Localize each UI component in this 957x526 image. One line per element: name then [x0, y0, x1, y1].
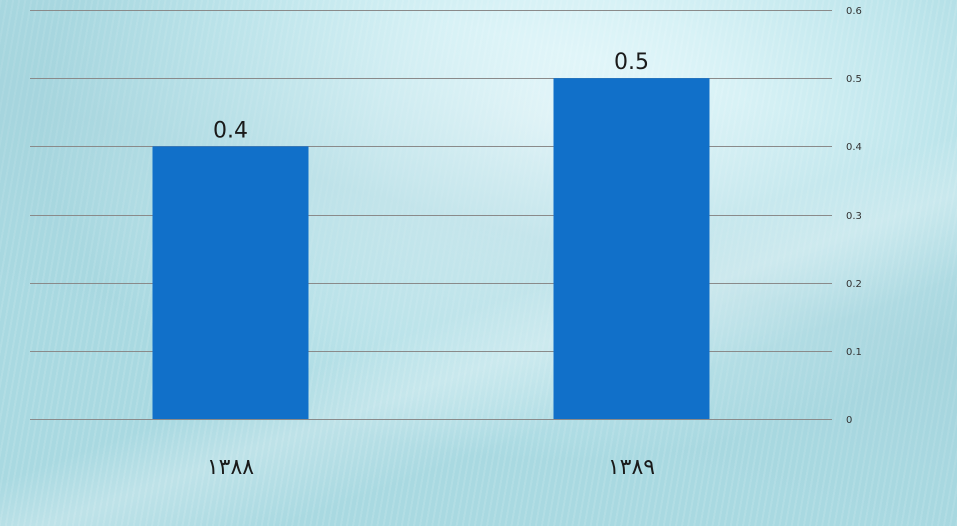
- x-category-label: ۱۳۸۹: [608, 455, 655, 480]
- y-tick-label: 0.5: [846, 74, 862, 85]
- bar: [152, 146, 309, 420]
- bar: [553, 78, 710, 420]
- gridlines: [30, 10, 832, 420]
- x-axis-category-labels: ۱۳۸۸ ۱۳۸۹: [207, 455, 655, 480]
- data-labels: 0.4 0.5: [213, 50, 649, 143]
- y-tick-label: 0.1: [846, 347, 862, 358]
- data-label: 0.5: [614, 50, 649, 75]
- y-tick-label: 0.2: [846, 279, 862, 290]
- y-tick-label: 0.3: [846, 211, 862, 222]
- data-label: 0.4: [213, 118, 248, 143]
- y-axis-tick-labels: 0 0.1 0.2 0.3 0.4 0.5 0.6: [846, 6, 862, 426]
- x-category-label: ۱۳۸۸: [207, 455, 254, 480]
- y-tick-label: 0: [846, 415, 852, 426]
- y-tick-label: 0.4: [846, 142, 862, 153]
- bars: [152, 78, 710, 420]
- y-tick-label: 0.6: [846, 6, 862, 17]
